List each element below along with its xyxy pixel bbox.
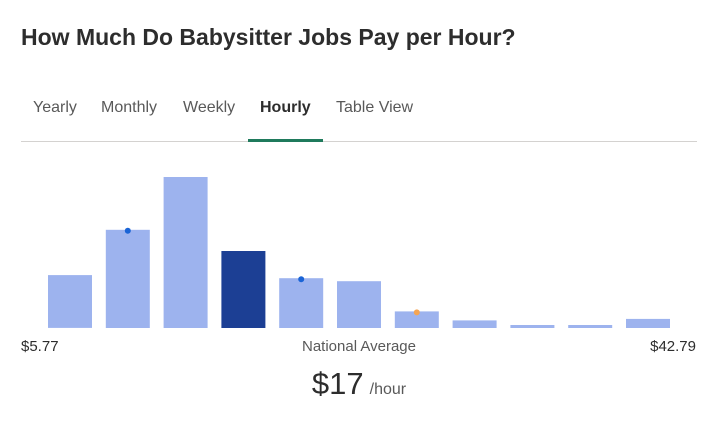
histogram-bar[interactable]: [48, 275, 92, 328]
tab-yearly[interactable]: Yearly: [33, 99, 77, 116]
histogram-bar[interactable]: [105, 229, 150, 328]
average-pay-unit: /hour: [369, 381, 407, 398]
tab-monthly[interactable]: Monthly: [101, 99, 158, 116]
histogram-bar[interactable]: [163, 177, 208, 328]
national-average-label: National Average: [302, 338, 416, 355]
histogram-bar[interactable]: [452, 320, 497, 328]
page-title: How Much Do Babysitter Jobs Pay per Hour…: [21, 24, 516, 50]
x-max-label: $42.79: [650, 338, 696, 355]
average-pay: $17/hour: [0, 366, 718, 402]
x-min-label: $5.77: [21, 338, 59, 355]
histogram-bar[interactable]: [279, 278, 324, 328]
tab-table-view[interactable]: Table View: [336, 99, 414, 116]
histogram-bar[interactable]: [568, 325, 613, 328]
histogram-bar[interactable]: [626, 318, 670, 328]
tab-hourly[interactable]: Hourly: [248, 96, 323, 142]
average-pay-value: $17: [311, 366, 364, 401]
pay-period-tabs: Yearly Monthly Weekly Hourly Table View: [21, 96, 697, 142]
histogram-bar[interactable]: [337, 281, 381, 328]
histogram-bar-highlighted[interactable]: [221, 251, 266, 328]
tab-weekly[interactable]: Weekly: [183, 99, 236, 116]
histogram-bar[interactable]: [510, 325, 555, 328]
histogram-bar[interactable]: [394, 311, 439, 328]
